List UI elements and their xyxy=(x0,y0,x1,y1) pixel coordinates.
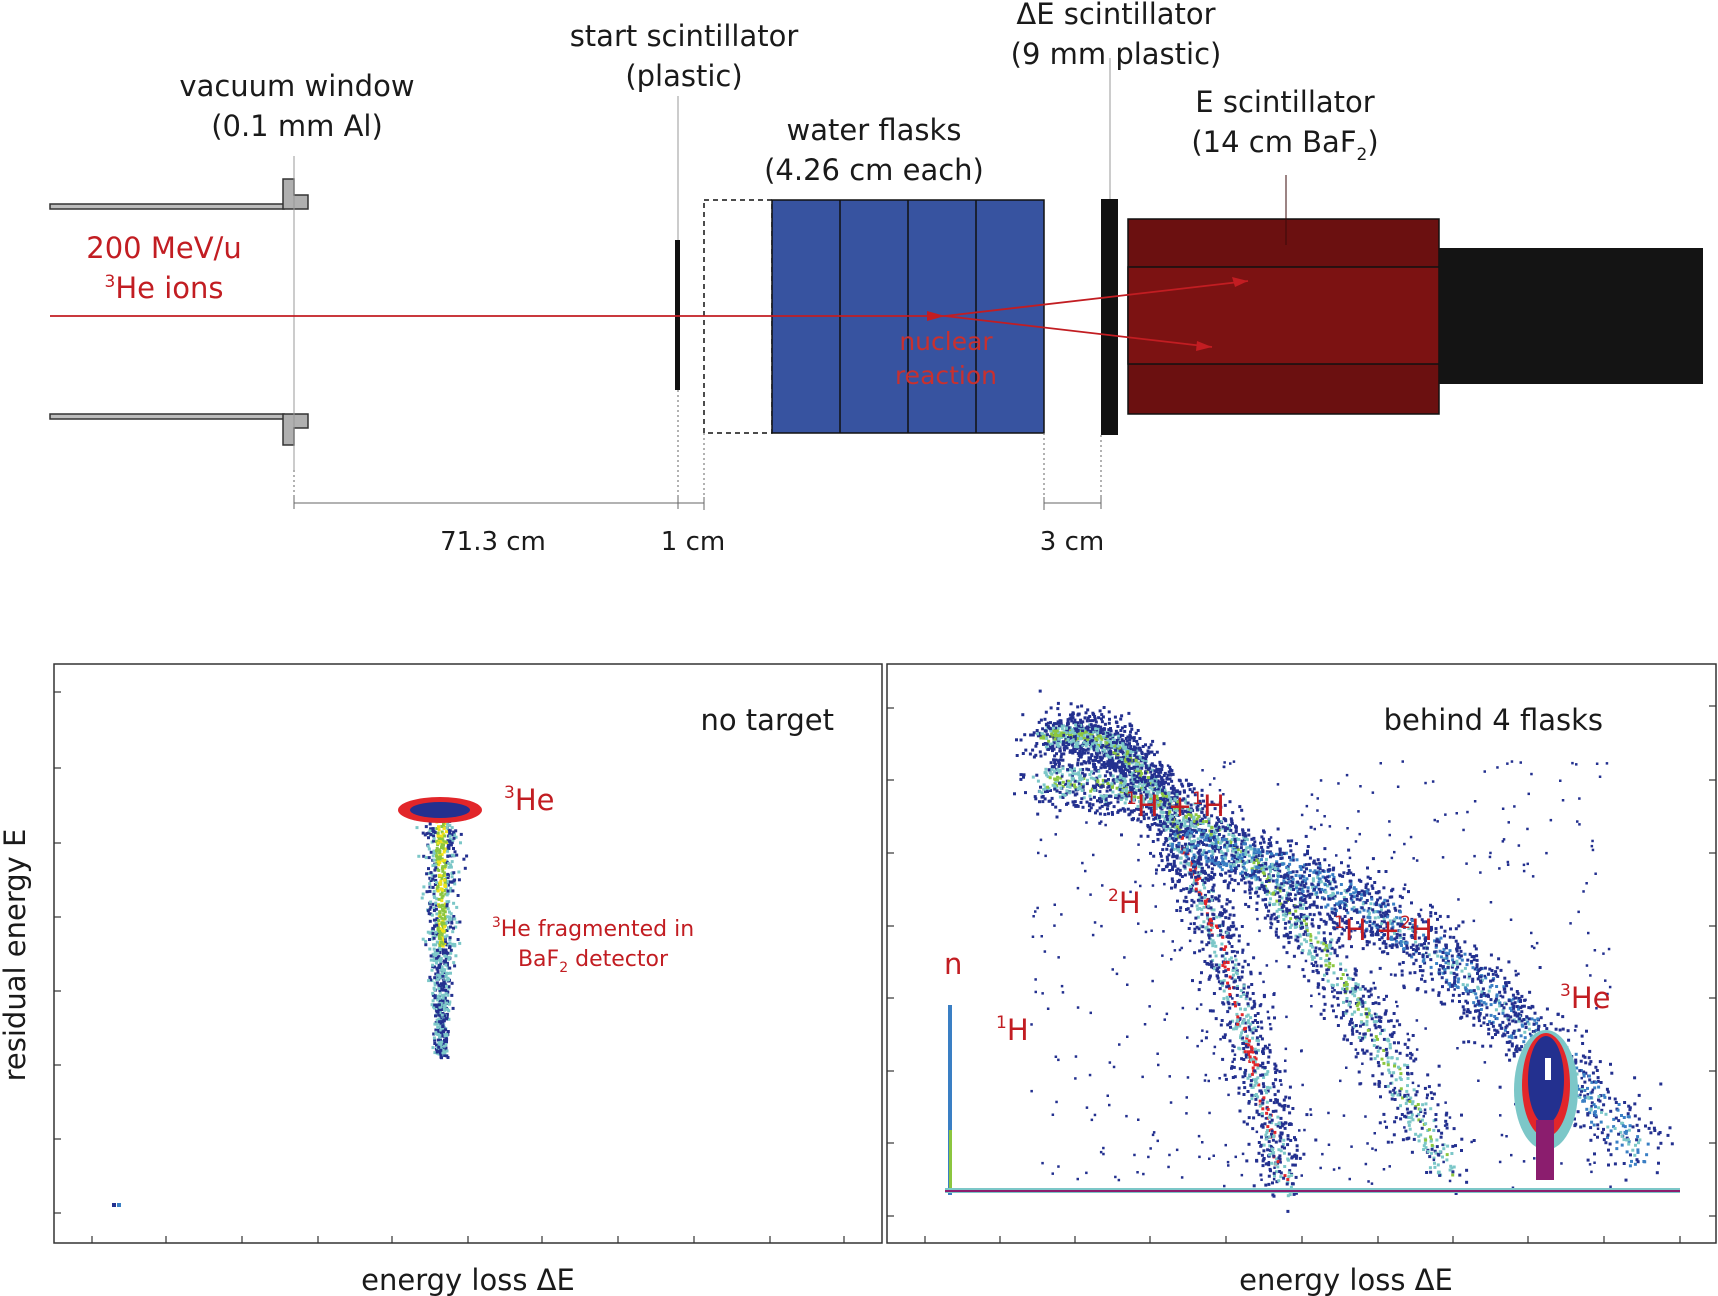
y-axis-label: residual energy E xyxy=(0,829,32,1082)
right-x-axis-label: energy loss ΔE xyxy=(1239,1263,1453,1296)
left-panel-title: no target xyxy=(700,703,834,737)
photomultiplier xyxy=(1439,248,1703,384)
flange-top xyxy=(282,178,309,210)
e-scint-sublabel: (14 cm BaF2) xyxy=(1191,125,1378,165)
de-scintillator xyxy=(1101,199,1118,435)
dim-label-3: 3 cm xyxy=(1040,527,1104,557)
vacuum-window-sublabel: (0.1 mm Al) xyxy=(211,109,383,143)
setup-diagram: vacuum window (0.1 mm Al) start scintill… xyxy=(49,0,1703,557)
n-label: n xyxy=(944,947,962,981)
vacuum-window-label: vacuum window xyxy=(179,69,414,103)
start-scintillator xyxy=(675,240,680,390)
h2-label: 2H xyxy=(1108,886,1141,920)
left-x-axis-label: energy loss ΔE xyxy=(361,1263,575,1296)
beam-label: 200 MeV/u xyxy=(86,231,241,265)
beam-pipe-bottom xyxy=(49,413,285,420)
fragmented-sublabel: BaF2 detector xyxy=(518,947,669,976)
de-scint-sublabel: (9 mm plastic) xyxy=(1011,37,1222,71)
flange-bottom xyxy=(282,413,309,446)
e-scint-label: E scintillator xyxy=(1195,85,1374,119)
left-panel-frame xyxy=(53,663,883,1244)
left-he3-label: 3He xyxy=(504,783,554,817)
reaction-sublabel: reaction xyxy=(895,361,997,390)
fragmented-label: 3He fragmented in xyxy=(492,915,694,942)
right-panel-title: behind 4 flasks xyxy=(1384,703,1603,737)
left-heatmap xyxy=(112,797,482,1207)
hd-label: 1H +2H xyxy=(1334,913,1433,947)
water-flasks-label: water flasks xyxy=(787,113,962,147)
beam-sublabel: 3He ions xyxy=(105,271,224,305)
fragment-track-1 xyxy=(944,280,1249,317)
h1-label: 1H xyxy=(996,1013,1029,1047)
start-scint-label: start scintillator xyxy=(570,19,799,53)
right-heatmap xyxy=(945,689,1680,1213)
beam-pipe-top xyxy=(49,203,285,210)
dimension-lines xyxy=(293,390,1102,510)
dim-label-2: 1 cm xyxy=(661,527,725,557)
axis-ticks xyxy=(54,691,1716,1243)
de-scint-label: ΔE scintillator xyxy=(1016,0,1215,31)
water-flasks-sublabel: (4.26 cm each) xyxy=(764,153,984,187)
start-scint-sublabel: (plastic) xyxy=(625,59,742,93)
plot-area: no target 3He 3He fragmented in BaF2 det… xyxy=(0,663,1717,1296)
fragment-track-2 xyxy=(944,315,1213,348)
dim-label-1: 71.3 cm xyxy=(440,527,546,557)
right-he3-label: 3He xyxy=(1560,981,1610,1015)
hh-label: 1H +1H xyxy=(1126,789,1225,823)
reaction-label: nuclear xyxy=(899,327,993,356)
